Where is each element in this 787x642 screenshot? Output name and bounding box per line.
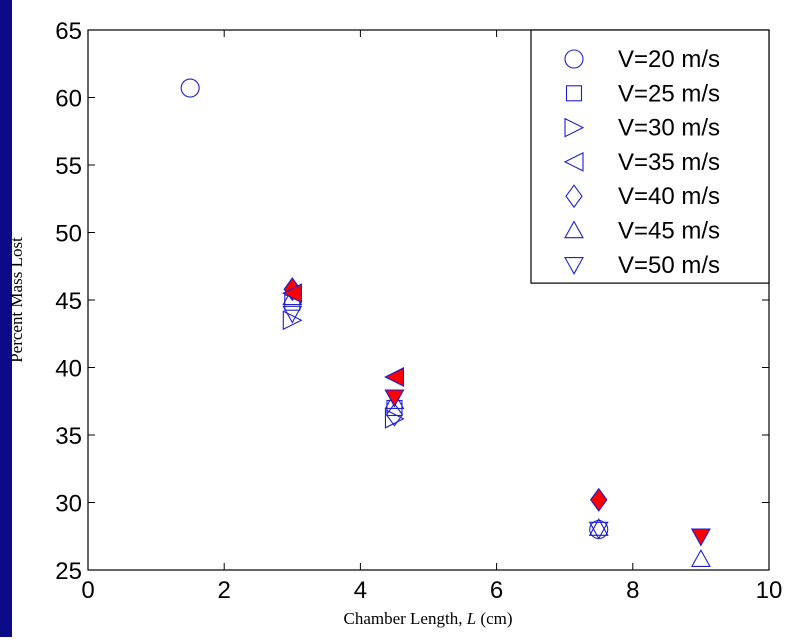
data-point-circle (180, 78, 200, 98)
legend-marker-triangle-down (564, 257, 584, 275)
y-tick-label: 55 (55, 153, 82, 180)
data-point-filled-triangle-down (384, 389, 405, 408)
y-tick-label: 50 (55, 221, 82, 248)
x-tick-label: 2 (218, 577, 231, 604)
legend-marker-square (565, 85, 583, 102)
legend-label: V=20 m/s (618, 46, 720, 73)
x-tick-label: 8 (626, 577, 639, 604)
y-axis-label: Percent Mass Lost (7, 237, 26, 363)
legend-marker-diamond (565, 184, 583, 209)
data-point-filled-triangle-down (690, 528, 711, 547)
legend-marker-triangle-right (564, 117, 585, 138)
x-tick-label: 0 (81, 577, 94, 604)
y-tick-label: 35 (55, 423, 82, 450)
data-point-triangle-up (690, 549, 711, 567)
legend-label: V=30 m/s (618, 115, 720, 142)
tick-labels: 0 2 4 6 8 10 25 30 35 40 45 50 55 60 65 (55, 18, 782, 604)
y-tick-label: 45 (55, 288, 82, 315)
data-point-triangle-down (282, 305, 303, 324)
x-tick-label: 4 (354, 577, 367, 604)
legend-marker-triangle-up (564, 220, 584, 239)
y-tick-label: 25 (55, 558, 82, 585)
legend-label: V=35 m/s (618, 149, 720, 176)
legend-label: V=25 m/s (618, 80, 720, 107)
data-point-diamond (385, 402, 404, 427)
data-point-filled-triangle-left (384, 367, 405, 387)
y-tick-label: 60 (55, 86, 82, 113)
legend-label: V=40 m/s (618, 183, 720, 210)
legend-marker-triangle-left (563, 152, 584, 172)
data-points (180, 78, 711, 567)
y-tick-label: 65 (55, 18, 82, 45)
y-tick-label: 30 (55, 491, 82, 518)
legend-label: V=50 m/s (618, 252, 720, 279)
x-axis-label: Chamber Length, L (cm) (343, 609, 512, 628)
x-tick-label: 10 (756, 577, 783, 604)
data-point-filled-triangle-left (282, 283, 302, 304)
legend: V=20 m/s V=25 m/s V=30 m/s V=35 m/s V=40 m/s… (530, 29, 770, 284)
data-point-triangle-up (588, 518, 609, 536)
legend-marker-circle (564, 49, 584, 69)
data-point-filled-diamond (590, 487, 608, 512)
axes-box (87, 29, 770, 571)
x-tick-label: 6 (490, 577, 503, 604)
y-tick-label: 40 (55, 356, 82, 383)
data-point-triangle-right (384, 408, 405, 429)
legend-label: V=45 m/s (618, 218, 720, 245)
data-point-triangle-down (588, 521, 609, 540)
legend-box (530, 29, 770, 284)
data-point-triangle-up (384, 391, 405, 410)
data-point-triangle-right (282, 310, 303, 331)
